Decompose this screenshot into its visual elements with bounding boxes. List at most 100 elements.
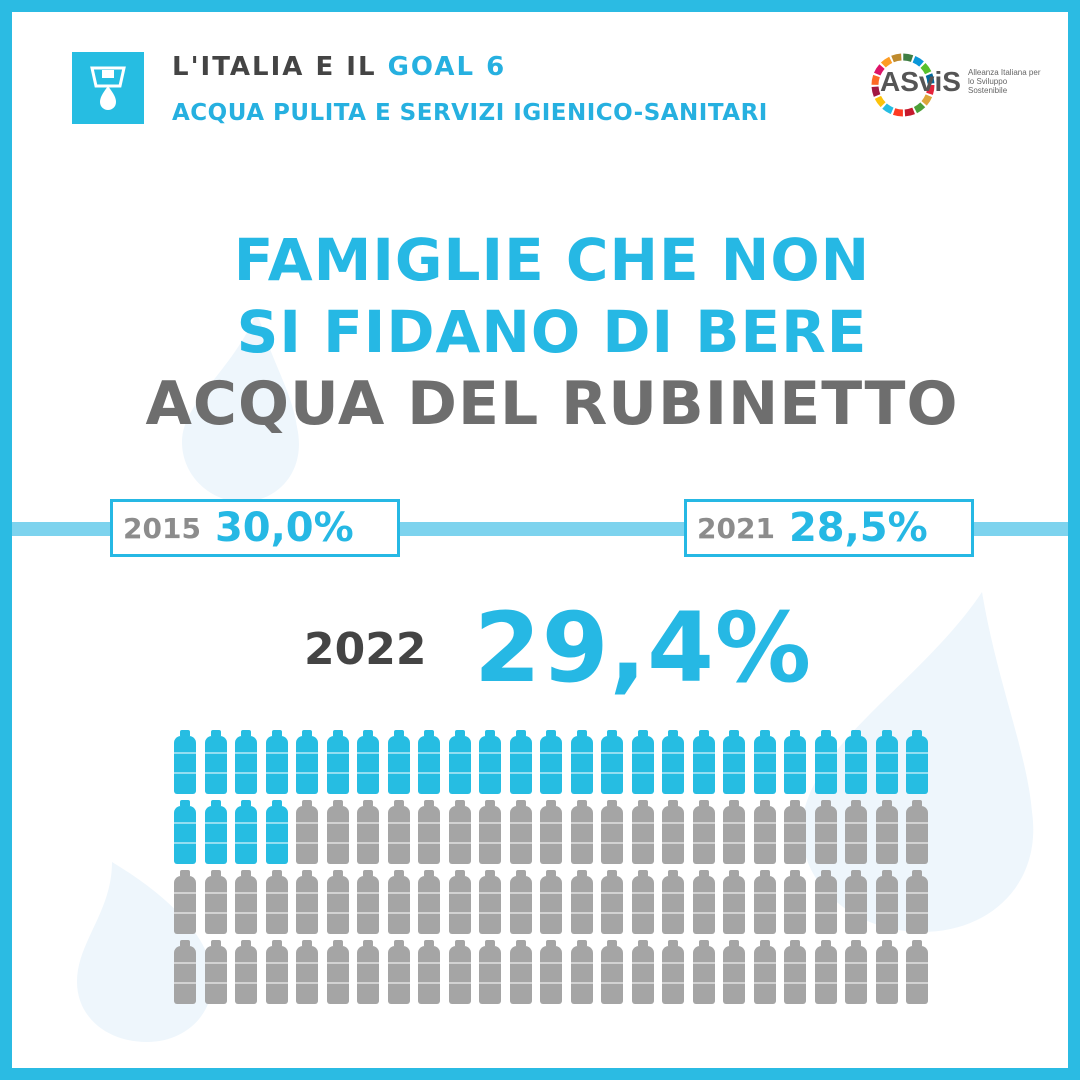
water-bottle-icon xyxy=(477,940,503,1004)
water-bottle-icon xyxy=(538,800,564,864)
water-bottle-icon xyxy=(599,730,625,794)
water-bottle-icon xyxy=(813,940,839,1004)
water-bottle-icon xyxy=(569,800,595,864)
water-bottle-icon xyxy=(721,940,747,1004)
water-bottle-icon xyxy=(386,730,412,794)
water-tap-icon xyxy=(90,66,126,110)
stat-value-2022: 29,4% xyxy=(474,592,813,704)
water-bottle-icon xyxy=(386,940,412,1004)
water-bottle-icon xyxy=(172,730,198,794)
water-bottle-icon xyxy=(660,730,686,794)
water-bottle-icon xyxy=(447,800,473,864)
water-bottle-icon xyxy=(325,870,351,934)
logo-name: ASviS xyxy=(880,66,961,97)
water-bottle-icon xyxy=(874,800,900,864)
water-bottle-icon xyxy=(599,940,625,1004)
water-bottle-icon xyxy=(172,870,198,934)
water-bottle-icon xyxy=(264,800,290,864)
goal-title: L'ITALIA E IL GOAL 6 xyxy=(172,52,506,82)
water-bottle-icon xyxy=(203,940,229,1004)
goal-title-prefix: L'ITALIA E IL xyxy=(172,52,377,82)
water-bottle-icon xyxy=(264,730,290,794)
water-bottle-icon xyxy=(874,730,900,794)
water-bottle-icon xyxy=(691,870,717,934)
water-bottle-icon xyxy=(843,730,869,794)
water-bottle-icon xyxy=(691,800,717,864)
water-bottle-icon xyxy=(447,730,473,794)
water-bottle-icon xyxy=(233,730,259,794)
water-bottle-icon xyxy=(782,730,808,794)
water-bottle-icon xyxy=(508,870,534,934)
water-bottle-icon xyxy=(355,870,381,934)
water-bottle-icon xyxy=(782,870,808,934)
water-bottle-icon xyxy=(416,800,442,864)
headline: FAMIGLIE CHE NON SI FIDANO DI BERE ACQUA… xyxy=(12,224,1068,440)
water-bottle-icon xyxy=(721,870,747,934)
water-bottle-icon xyxy=(843,800,869,864)
water-bottle-icon xyxy=(355,730,381,794)
water-bottle-icon xyxy=(843,940,869,1004)
water-bottle-icon xyxy=(538,870,564,934)
stat-box-2021: 2021 28,5% xyxy=(684,499,974,557)
water-bottle-icon xyxy=(233,940,259,1004)
water-bottle-icon xyxy=(691,730,717,794)
water-bottle-icon xyxy=(904,870,930,934)
water-bottle-icon xyxy=(233,870,259,934)
water-bottle-icon xyxy=(630,940,656,1004)
water-bottle-icon xyxy=(447,940,473,1004)
water-bottle-icon xyxy=(233,800,259,864)
water-bottle-icon xyxy=(294,730,320,794)
water-bottle-icon xyxy=(752,730,778,794)
water-bottle-icon xyxy=(264,940,290,1004)
water-bottle-icon xyxy=(172,800,198,864)
bottle-pictogram xyxy=(172,730,934,1004)
water-bottle-icon xyxy=(569,730,595,794)
water-bottle-icon xyxy=(904,940,930,1004)
stat-value-2015: 30,0% xyxy=(214,505,354,551)
water-bottle-icon xyxy=(386,800,412,864)
goal-subtitle: ACQUA PULITA E SERVIZI IGIENICO-SANITARI xyxy=(172,100,768,126)
water-bottle-icon xyxy=(599,800,625,864)
water-bottle-icon xyxy=(752,870,778,934)
water-bottle-icon xyxy=(264,870,290,934)
water-bottle-icon xyxy=(813,730,839,794)
water-bottle-icon xyxy=(355,940,381,1004)
water-bottle-icon xyxy=(416,870,442,934)
headline-line-1: FAMIGLIE CHE NON xyxy=(233,226,871,294)
water-bottle-icon xyxy=(569,870,595,934)
water-bottle-icon xyxy=(782,800,808,864)
water-bottle-icon xyxy=(294,870,320,934)
water-bottle-icon xyxy=(843,870,869,934)
logo-tagline: Alleanza Italiana per lo Sviluppo Sosten… xyxy=(968,68,1041,95)
water-bottle-icon xyxy=(782,940,808,1004)
water-bottle-icon xyxy=(752,940,778,1004)
water-bottle-icon xyxy=(599,870,625,934)
headline-line-3: ACQUA DEL RUBINETTO xyxy=(145,369,959,439)
water-bottle-icon xyxy=(813,870,839,934)
water-bottle-icon xyxy=(294,940,320,1004)
water-bottle-icon xyxy=(721,730,747,794)
water-bottle-icon xyxy=(355,800,381,864)
water-bottle-icon xyxy=(508,730,534,794)
water-bottle-icon xyxy=(721,800,747,864)
water-bottle-icon xyxy=(416,730,442,794)
water-bottle-icon xyxy=(874,870,900,934)
water-bottle-icon xyxy=(325,730,351,794)
goal-title-number: GOAL 6 xyxy=(387,52,507,82)
water-bottle-icon xyxy=(508,800,534,864)
water-bottle-icon xyxy=(630,870,656,934)
water-bottle-icon xyxy=(447,870,473,934)
water-drop-decoration-left xyxy=(182,312,299,502)
water-bottle-icon xyxy=(294,800,320,864)
water-bottle-icon xyxy=(325,800,351,864)
water-bottle-icon xyxy=(203,800,229,864)
water-bottle-icon xyxy=(569,940,595,1004)
water-bottle-icon xyxy=(172,940,198,1004)
headline-line-2: SI FIDANO DI BERE xyxy=(236,298,868,366)
water-bottle-icon xyxy=(691,940,717,1004)
water-bottle-icon xyxy=(386,870,412,934)
water-bottle-icon xyxy=(813,800,839,864)
goal6-icon xyxy=(72,52,144,124)
water-bottle-icon xyxy=(477,870,503,934)
